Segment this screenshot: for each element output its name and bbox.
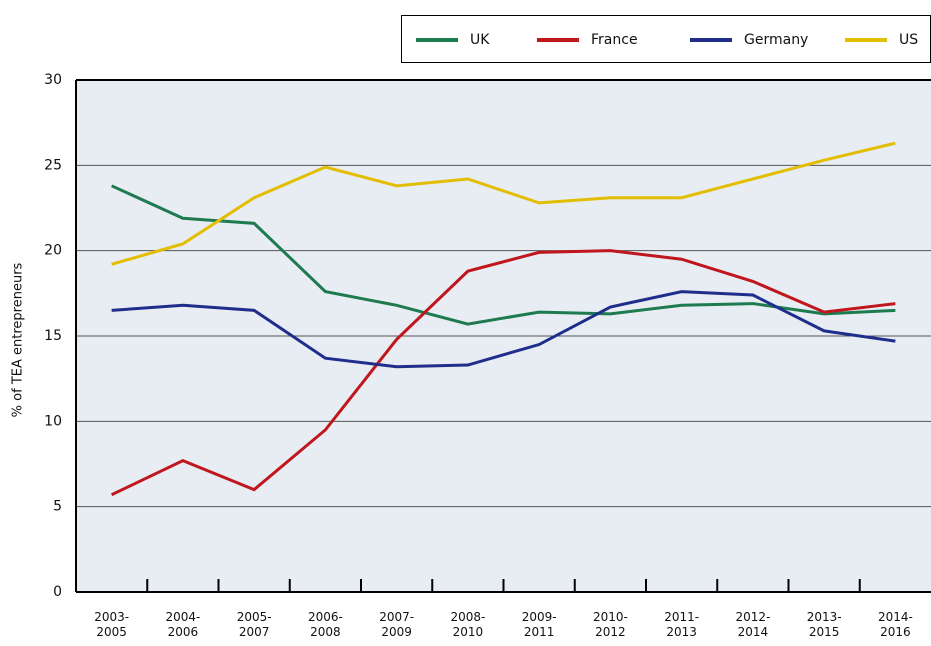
x-tick-label: 2005-2007 xyxy=(236,610,272,639)
y-tick-label: 20 xyxy=(44,243,62,259)
x-tick-label: 2012-2014 xyxy=(735,610,771,639)
x-tick-label: 2010-2012 xyxy=(592,610,628,639)
x-tick-label: 2007-2009 xyxy=(379,610,415,639)
x-tick-label: 2013-2015 xyxy=(806,610,842,639)
legend-label: US xyxy=(899,32,918,48)
y-axis-label: % of TEA entrepreneurs xyxy=(11,262,26,417)
x-tick-label: 2004-2006 xyxy=(165,610,201,639)
x-tick-label: 2014-2016 xyxy=(877,610,913,639)
x-tick-label: 2003-2005 xyxy=(94,610,130,639)
series-line xyxy=(111,141,896,266)
y-tick-label: 5 xyxy=(53,499,62,515)
series-line xyxy=(110,249,896,497)
x-tick-label: 2009-2011 xyxy=(521,610,557,639)
y-tick-label: 15 xyxy=(44,328,62,344)
y-tick-label: 10 xyxy=(44,413,62,429)
legend-box xyxy=(401,15,931,63)
x-tick-label: 2006-2008 xyxy=(307,610,343,639)
x-tick-label: 2008-2010 xyxy=(450,610,486,639)
y-tick-label: 0 xyxy=(53,584,62,600)
legend-label: UK xyxy=(470,32,490,48)
legend-label: Germany xyxy=(744,32,808,48)
series-line xyxy=(111,290,896,369)
series-line xyxy=(111,184,896,326)
legend-label: France xyxy=(591,32,638,48)
y-tick-label: 30 xyxy=(44,72,62,88)
x-tick-label: 2011-2013 xyxy=(664,610,700,639)
y-tick-label: 25 xyxy=(44,157,62,173)
